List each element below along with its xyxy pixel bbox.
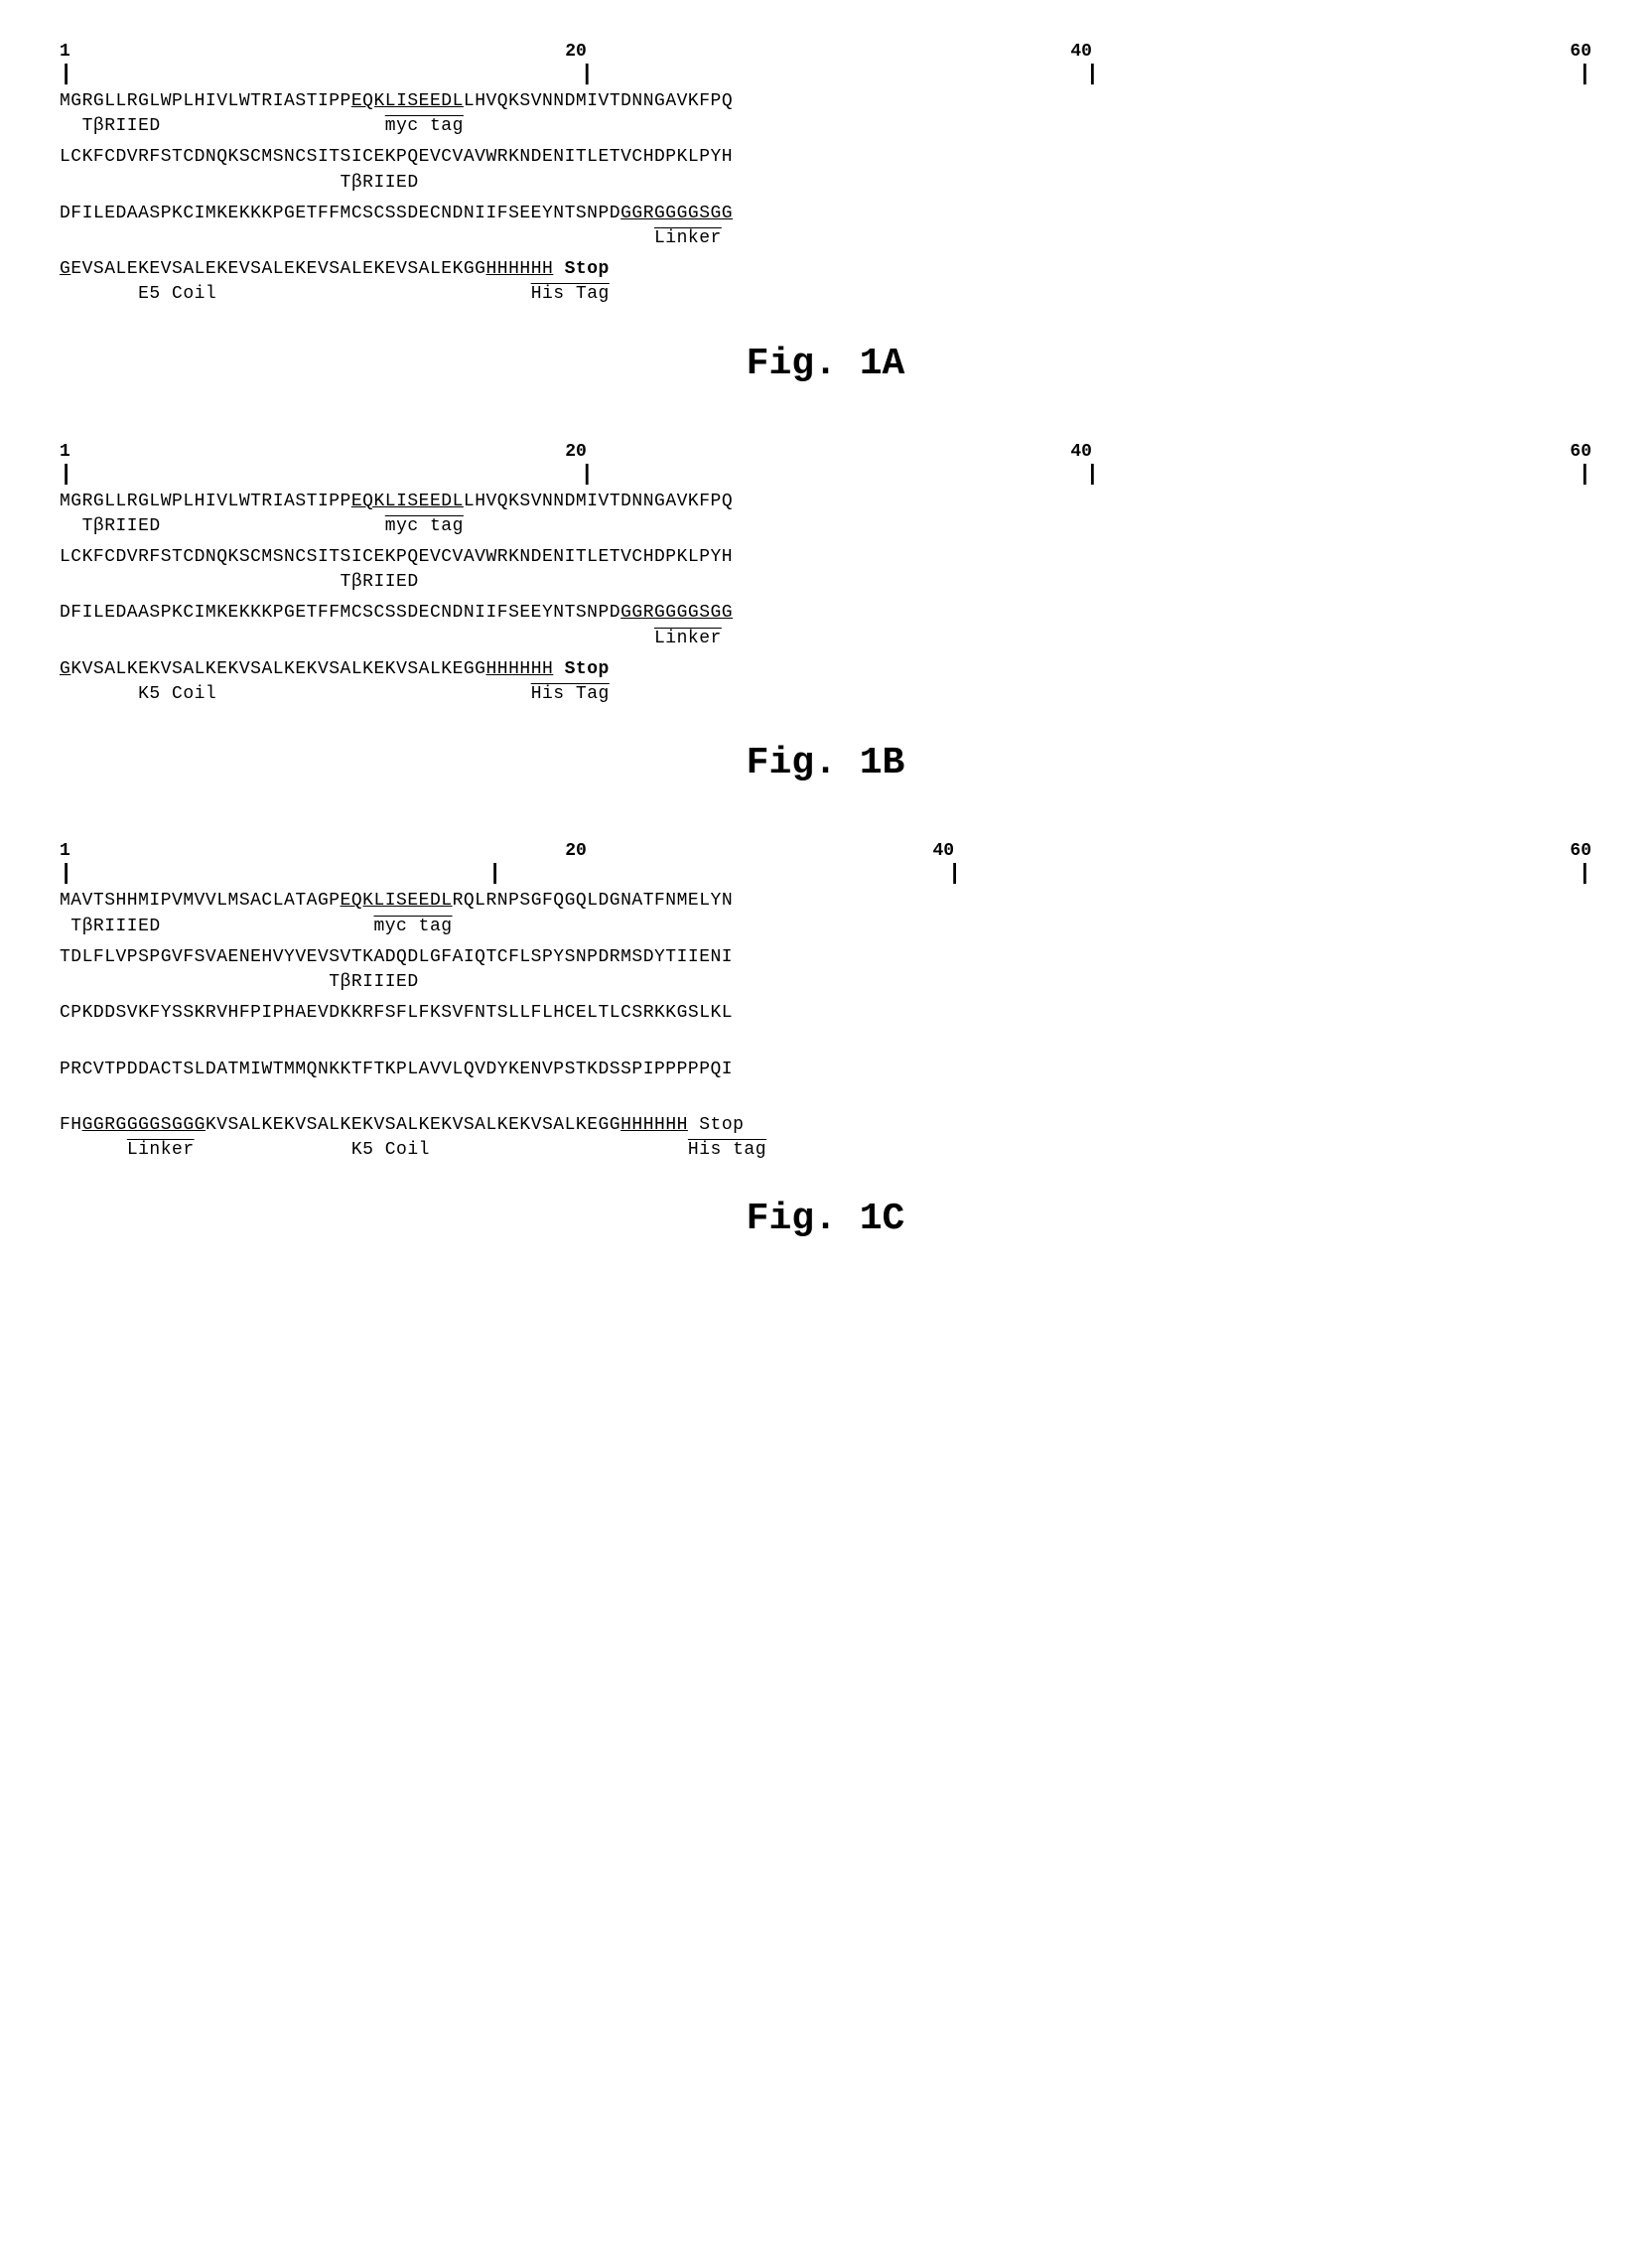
annot-text: E5 Coil: [60, 284, 531, 304]
seq-underline: HHHHHH: [620, 1115, 688, 1135]
figure-1a-block: 1 20 40 60 | | | | MGRGLLRGLWPLHIVLWTRIA…: [60, 40, 1591, 390]
seq-line: GEVSALEKEVSALEKEVSALEKEVSALEKEVSALEKGGHH…: [60, 257, 1591, 282]
seq-line: MAVTSHHMIPVMVVLMSACLATAGPEQKLISEEDLRQLRN…: [60, 889, 1591, 914]
annot-text: [60, 228, 654, 248]
seq-underline: EQKLISEEDL: [351, 492, 464, 511]
seq-underline: HHHHHH: [485, 659, 553, 679]
annot-overline: His tag: [688, 1140, 766, 1160]
annot-text: [60, 629, 654, 648]
stop-codon: Stop: [553, 259, 610, 279]
ruler-tick: |: [1086, 460, 1099, 491]
figure-title-1c: Fig. 1C: [60, 1193, 1591, 1245]
seq-segment: LHVQKSVNNDMIVTDNNGAVKFPQ: [464, 492, 733, 511]
seq-segment: RQLRNPSGFQGQLDGNATFNMELYN: [453, 891, 734, 911]
annot-overline: myc tag: [385, 516, 464, 536]
annot-line: Linker K5 Coil His tag: [60, 1138, 1591, 1163]
seq-line: PRCVTPDDACTSLDATMIWTMMQNKKTFTKPLAVVLQVDY…: [60, 1058, 1591, 1082]
annot-line: TβRIIED myc tag: [60, 514, 1591, 539]
seq-underline: GGRGGGGSGGG: [82, 1115, 206, 1135]
annot-line: Linker: [60, 226, 1591, 251]
seq-underline: G: [60, 659, 70, 679]
seq-line: MGRGLLRGLWPLHIVLWTRIASTIPPEQKLISEEDLLHVQ…: [60, 89, 1591, 114]
annot-text: TβRIIED: [60, 516, 385, 536]
ruler-tick: |: [1086, 60, 1099, 90]
stop-codon: Stop: [553, 659, 610, 679]
annot-overline: Linker: [654, 629, 722, 648]
figure-title-1a: Fig. 1A: [60, 338, 1591, 390]
annot-line: E5 Coil His Tag: [60, 282, 1591, 307]
seq-underline: EQKLISEEDL: [341, 891, 453, 911]
stop-codon: Stop: [688, 1115, 745, 1135]
seq-underline: GGRGGGGSGG: [620, 204, 733, 223]
seq-line: DFILEDAASPKCIMKEKKKPGETFFMCSCSSDECNDNIIF…: [60, 202, 1591, 226]
figure-1c-block: 1 20 40 60 | | | | MAVTSHHMIPVMVVLMSACLA…: [60, 839, 1591, 1245]
seq-line: TDLFLVPSPGVFSVAENEHVYVEVSVTKADQDLGFAIQTC…: [60, 945, 1591, 970]
annot-text: K5 Coil: [195, 1140, 688, 1160]
annot-line: TβRIIIED myc tag: [60, 915, 1591, 939]
figure-title-1b: Fig. 1B: [60, 737, 1591, 789]
annot-overline: Linker: [127, 1140, 195, 1160]
annot-line: TβRIIED: [60, 570, 1591, 595]
annot-text: TβRIIED: [60, 116, 385, 136]
annot-line: [60, 1026, 1591, 1051]
ruler-1a: 1 20 40 60 | | | |: [60, 40, 1591, 89]
seq-underline: GGRGGGGSGG: [620, 603, 733, 623]
ruler-tick: |: [1579, 60, 1591, 90]
seq-segment: MGRGLLRGLWPLHIVLWTRIASTIPP: [60, 492, 351, 511]
seq-line: DFILEDAASPKCIMKEKKKPGETFFMCSCSSDECNDNIIF…: [60, 601, 1591, 626]
annot-line: Linker: [60, 627, 1591, 651]
seq-segment: EVSALEKEVSALEKEVSALEKEVSALEKEVSALEKGG: [70, 259, 485, 279]
ruler-tick: |: [60, 859, 72, 890]
seq-segment: MAVTSHHMIPVMVVLMSACLATAGP: [60, 891, 341, 911]
ruler-num-20: 20: [565, 839, 587, 864]
seq-line: LCKFCDVRFSTCDNQKSCMSNCSITSICEKPQEVCVAVWR…: [60, 145, 1591, 170]
seq-line: GKVSALKEKVSALKEKVSALKEKVSALKEKVSALKEGGHH…: [60, 657, 1591, 682]
ruler-tick: |: [948, 859, 961, 890]
seq-line: LCKFCDVRFSTCDNQKSCMSNCSITSICEKPQEVCVAVWR…: [60, 545, 1591, 570]
ruler-1c: 1 20 40 60 | | | |: [60, 839, 1591, 889]
ruler-tick: |: [60, 60, 72, 90]
figure-1b-block: 1 20 40 60 | | | | MGRGLLRGLWPLHIVLWTRIA…: [60, 440, 1591, 790]
annot-text: [60, 1140, 127, 1160]
seq-underline: EQKLISEEDL: [351, 91, 464, 111]
ruler-1b: 1 20 40 60 | | | |: [60, 440, 1591, 490]
seq-segment: MGRGLLRGLWPLHIVLWTRIASTIPP: [60, 91, 351, 111]
seq-underline: G: [60, 259, 70, 279]
annot-overline: His Tag: [531, 684, 610, 704]
seq-segment: DFILEDAASPKCIMKEKKKPGETFFMCSCSSDECNDNIIF…: [60, 603, 620, 623]
ruler-tick: |: [581, 60, 594, 90]
seq-segment: FH: [60, 1115, 82, 1135]
annot-overline: His Tag: [531, 284, 610, 304]
annot-line: K5 Coil His Tag: [60, 682, 1591, 707]
annot-overline: myc tag: [373, 917, 452, 936]
annot-text: K5 Coil: [60, 684, 531, 704]
seq-line: MGRGLLRGLWPLHIVLWTRIASTIPPEQKLISEEDLLHVQ…: [60, 490, 1591, 514]
annot-line: [60, 1082, 1591, 1107]
ruler-tick: |: [1579, 859, 1591, 890]
ruler-tick: |: [581, 460, 594, 491]
annot-line: TβRIIED: [60, 171, 1591, 196]
annot-line: TβRIIIED: [60, 970, 1591, 995]
seq-segment: LHVQKSVNNDMIVTDNNGAVKFPQ: [464, 91, 733, 111]
annot-overline: myc tag: [385, 116, 464, 136]
ruler-tick: |: [60, 460, 72, 491]
ruler-tick: |: [1579, 460, 1591, 491]
annot-overline: Linker: [654, 228, 722, 248]
annot-line: TβRIIED myc tag: [60, 114, 1591, 139]
seq-segment: KVSALKEKVSALKEKVSALKEKVSALKEKVSALKEGG: [206, 1115, 620, 1135]
seq-segment: DFILEDAASPKCIMKEKKKPGETFFMCSCSSDECNDNIIF…: [60, 204, 620, 223]
seq-line: FHGGRGGGGSGGGKVSALKEKVSALKEKVSALKEKVSALK…: [60, 1113, 1591, 1138]
ruler-tick: |: [488, 859, 501, 890]
seq-underline: HHHHHH: [485, 259, 553, 279]
annot-text: TβRIIIED: [60, 917, 373, 936]
seq-line: CPKDDSVKFYSSKRVHFPIPHAEVDKKRFSFLFKSVFNTS…: [60, 1001, 1591, 1026]
seq-segment: KVSALKEKVSALKEKVSALKEKVSALKEKVSALKEGG: [70, 659, 485, 679]
